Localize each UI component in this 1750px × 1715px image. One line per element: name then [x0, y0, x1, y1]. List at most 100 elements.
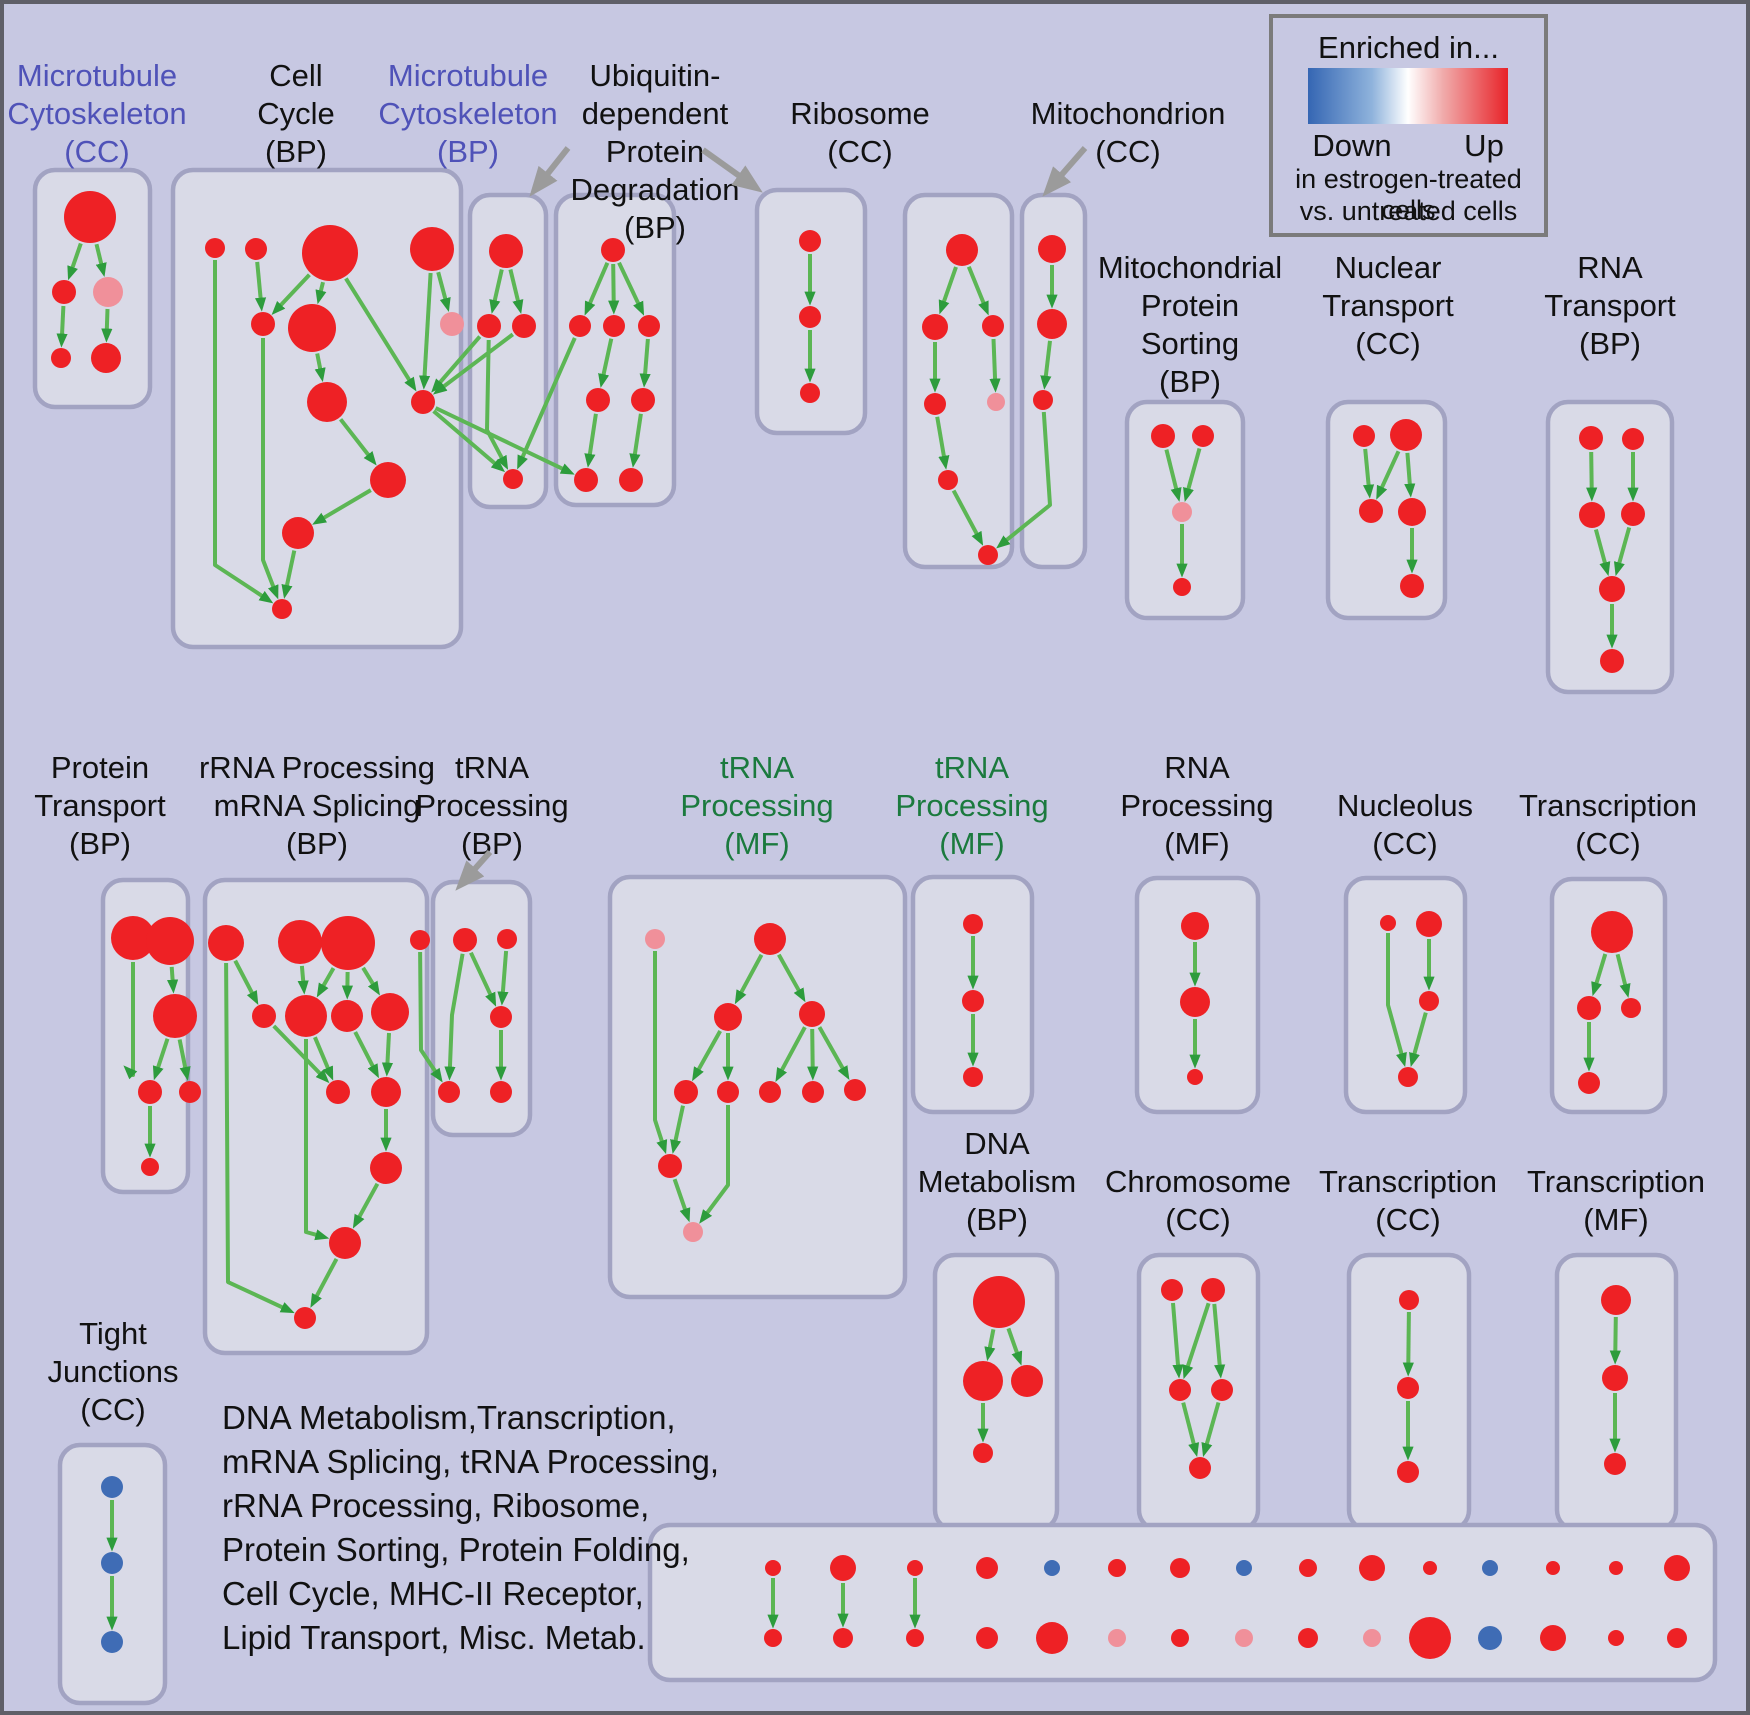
- misc-note-line: rRNA Processing, Ribosome,: [222, 1487, 650, 1524]
- cluster-label-nuclear_transport: (CC): [1355, 326, 1420, 361]
- go-term-node: [1579, 426, 1603, 450]
- go-term-node: [574, 468, 598, 492]
- misc-node-top: [1546, 1561, 1560, 1575]
- edge-arrow: [224, 962, 295, 1314]
- go-term-node: [674, 1080, 698, 1104]
- go-term-node: [1211, 1379, 1233, 1401]
- misc-node-top: [830, 1555, 856, 1581]
- go-term-node: [1161, 1279, 1183, 1301]
- go-term-node: [1189, 1457, 1211, 1479]
- cluster-label-protein_transport: (BP): [69, 826, 131, 861]
- cluster-label-microtubule_bp: Cytoskeleton: [378, 96, 557, 131]
- go-term-node: [586, 388, 610, 412]
- go-term-node: [717, 1081, 739, 1103]
- edge-arrow: [261, 338, 279, 600]
- go-term-node: [51, 348, 71, 368]
- cluster-label-trna_mf_big: (MF): [724, 826, 789, 861]
- go-term-node: [1601, 1285, 1631, 1315]
- go-term-node: [489, 234, 523, 268]
- cluster-label-rrna: (BP): [286, 826, 348, 861]
- go-term-node: [1180, 987, 1210, 1017]
- go-term-node: [938, 470, 958, 490]
- misc-node-top: [1423, 1561, 1437, 1575]
- go-term-node: [138, 1080, 162, 1104]
- go-term-node: [638, 315, 660, 337]
- cluster-box-transcription_cc: [1549, 876, 1668, 1115]
- edge-arrow: [951, 489, 984, 546]
- cluster-box-misc: [647, 1522, 1718, 1683]
- misc-note-line: DNA Metabolism,Transcription,: [222, 1399, 676, 1436]
- go-term-node: [93, 277, 123, 307]
- go-term-node: [282, 517, 314, 549]
- cluster-box-nucleolus: [1343, 875, 1468, 1115]
- label-pointer-arrow: [701, 147, 763, 193]
- misc-node-top: [1299, 1559, 1317, 1577]
- misc-node-bottom: [1540, 1625, 1566, 1651]
- go-term-node: [844, 1079, 866, 1101]
- go-term-node: [978, 545, 998, 565]
- cluster-label-ubiquitin_a: Degradation: [571, 172, 740, 207]
- cluster-label-transcription_cc: Transcription: [1519, 788, 1697, 823]
- go-term-node: [370, 462, 406, 498]
- go-term-nodes: [51, 191, 1690, 1659]
- edge-arrow: [966, 265, 989, 316]
- cluster-label-ubiquitin_a: dependent: [582, 96, 729, 131]
- go-term-node: [1591, 911, 1633, 953]
- edge-arrow: [352, 1182, 380, 1229]
- edge-arrow: [807, 1028, 819, 1081]
- cluster-label-protein_transport: Protein: [51, 750, 149, 785]
- edge-arrow: [361, 966, 380, 996]
- edge-arrow: [617, 261, 645, 316]
- go-term-node: [1169, 1379, 1191, 1401]
- edge-arrow: [167, 966, 179, 994]
- go-term-node: [973, 1276, 1025, 1328]
- misc-node-bottom: [1235, 1629, 1253, 1647]
- legend-subtitle-2: vs. untreated cells: [1299, 196, 1518, 226]
- go-term-node: [601, 238, 625, 262]
- misc-node-bottom: [1108, 1629, 1126, 1647]
- edge-arrow: [653, 951, 668, 1155]
- edge-arrow: [1182, 1302, 1211, 1380]
- go-term-node: [1604, 1453, 1626, 1475]
- go-term-node: [1390, 419, 1422, 451]
- cluster-label-tight_junctions: Tight: [79, 1316, 147, 1351]
- go-term-node: [1353, 425, 1375, 447]
- go-term-node: [1621, 502, 1645, 526]
- cluster-label-trna_mf_big: Processing: [680, 788, 833, 823]
- cluster-box-rna_transport: [1545, 399, 1675, 695]
- cluster-label-tight_junctions: Junctions: [48, 1354, 179, 1389]
- edge-arrow: [1171, 1302, 1184, 1379]
- edge-arrow: [213, 260, 274, 604]
- cluster-label-rna_processing_mf: (MF): [1164, 826, 1229, 861]
- go-term-node: [205, 238, 225, 258]
- edge-arrow: [996, 411, 1052, 549]
- go-term-node: [440, 312, 464, 336]
- edge-arrow: [517, 337, 577, 470]
- edge-arrow: [672, 1178, 691, 1223]
- cluster-label-rna_transport: Transport: [1544, 288, 1676, 323]
- go-term-node: [101, 1476, 123, 1498]
- go-term-node: [179, 1081, 201, 1103]
- label-pointer-arrow: [455, 849, 493, 891]
- cluster-label-transcription_mf: (MF): [1583, 1202, 1648, 1237]
- edge-arrow: [381, 1032, 394, 1077]
- go-term-node: [963, 1067, 983, 1087]
- go-term-node: [438, 1081, 460, 1103]
- go-term-node: [1173, 578, 1191, 596]
- edge-arrow: [56, 305, 68, 348]
- edge-arrow: [1362, 448, 1375, 499]
- cluster-label-cell_cycle: Cycle: [257, 96, 335, 131]
- cluster-box-rrna: [202, 877, 430, 1356]
- misc-node-bottom: [833, 1628, 853, 1648]
- edge-arrow: [271, 273, 311, 315]
- go-term-node: [208, 925, 244, 961]
- edge-arrow: [312, 488, 372, 525]
- edge-arrow: [1183, 447, 1202, 502]
- edge-arrow: [935, 416, 950, 470]
- cluster-label-nucleolus: Nucleolus: [1337, 788, 1473, 823]
- edge-arrow: [432, 409, 506, 473]
- edge-arrow: [431, 335, 482, 393]
- edge-arrow: [310, 1257, 339, 1308]
- edge-arrow: [1201, 1401, 1221, 1458]
